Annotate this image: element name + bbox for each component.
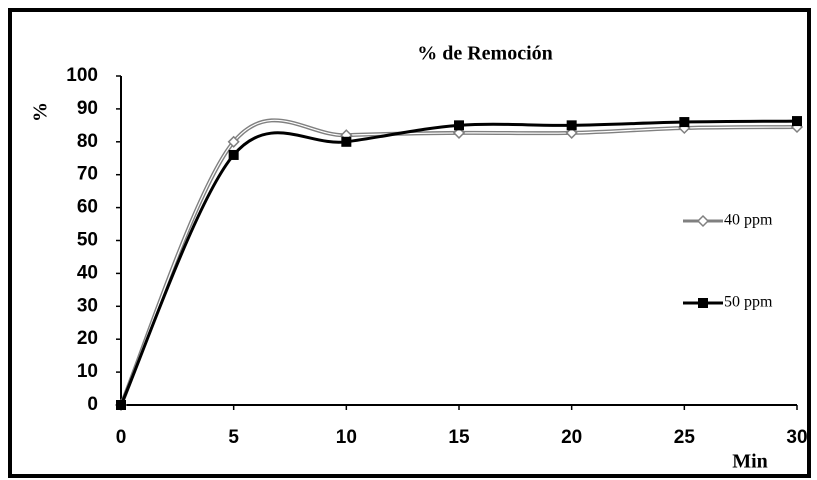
chart-frame (8, 8, 811, 478)
marker (454, 120, 464, 131)
x-tick-label: 25 (674, 427, 696, 448)
marker (227, 135, 240, 148)
x-tick-label: 0 (116, 427, 127, 448)
marker (116, 400, 126, 410)
y-tick-label: 80 (77, 131, 98, 152)
x-axis-label: Min (732, 451, 768, 473)
legend-label: 50 ppm (724, 294, 773, 311)
marker (566, 120, 577, 131)
x-tick-label: 10 (336, 427, 357, 448)
x-tick-label: 5 (228, 427, 239, 448)
y-tick-label: 10 (77, 361, 98, 382)
y-axis-label: % (30, 102, 52, 122)
y-tick-label: 70 (77, 164, 98, 185)
marker (698, 298, 708, 308)
y-tick-label: 90 (77, 98, 98, 119)
y-tick-label: 40 (77, 262, 98, 283)
x-tick-label: 30 (786, 427, 807, 448)
x-tick-label: 20 (561, 427, 582, 448)
y-tick-label: 50 (77, 230, 98, 251)
y-tick-label: 20 (77, 328, 98, 349)
chart-title: % de Remoción (417, 43, 553, 65)
marker (452, 126, 466, 139)
marker (696, 214, 710, 228)
marker (565, 126, 578, 139)
y-tick-label: 100 (66, 65, 98, 86)
legend-label: 40 ppm (724, 212, 773, 229)
y-tick-label: 30 (77, 295, 98, 316)
marker (792, 116, 802, 127)
marker (679, 117, 690, 128)
x-tick-label: 15 (448, 427, 470, 448)
y-tick-label: 60 (77, 197, 98, 218)
marker (341, 136, 352, 147)
marker (228, 149, 239, 160)
y-tick-label: 0 (87, 394, 98, 415)
